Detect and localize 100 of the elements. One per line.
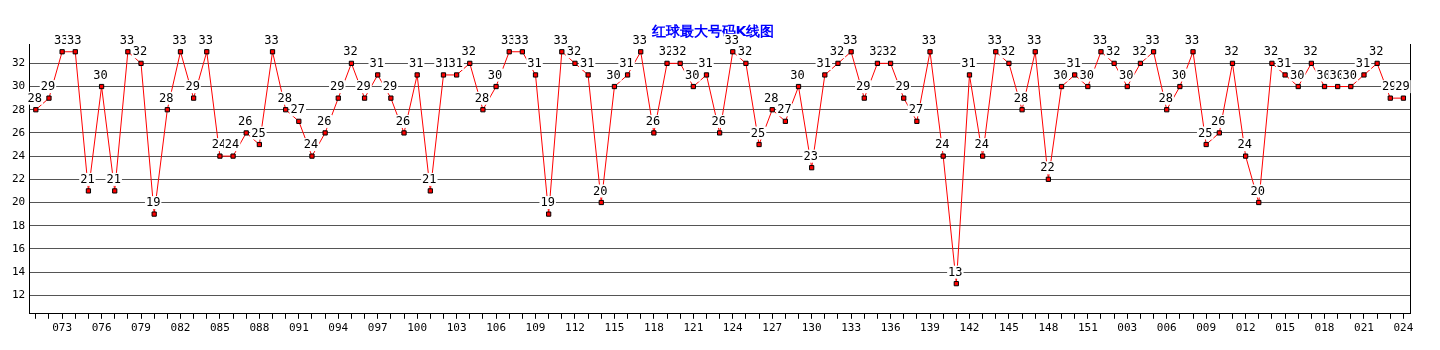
data-label: 30	[685, 67, 700, 82]
x-tick-label: 121	[683, 321, 704, 335]
x-tick-label: 076	[91, 321, 112, 335]
x-tick-label: 009	[1196, 321, 1217, 335]
data-label: 32	[1105, 44, 1121, 59]
data-label: 26	[316, 114, 332, 129]
data-label: 31	[698, 56, 713, 71]
y-tick-label: 28	[12, 102, 26, 116]
x-tick-label: 091	[288, 321, 309, 335]
data-label: 20	[1250, 183, 1265, 198]
data-label: 29	[1395, 79, 1410, 94]
data-label: 22	[1040, 160, 1055, 175]
data-label: 33	[119, 32, 135, 47]
data-label: 33	[198, 32, 213, 47]
x-tick-label: 082	[170, 321, 191, 335]
data-label: 33	[501, 32, 516, 47]
x-tick-label: 136	[880, 321, 901, 335]
data-label: 31	[435, 56, 450, 71]
data-label: 32	[829, 44, 845, 59]
data-label: 29	[856, 79, 871, 94]
data-label: 31	[619, 56, 634, 71]
data-label: 31	[1276, 56, 1292, 71]
data-label: 30	[1290, 67, 1305, 82]
data-label: 32	[132, 44, 148, 59]
data-label: 31	[527, 56, 542, 71]
data-label: 31	[1355, 56, 1371, 71]
data-label: 33	[921, 32, 937, 47]
data-label: 32	[1368, 44, 1384, 59]
data-label: 32	[461, 44, 476, 59]
y-tick-label: 32	[12, 56, 26, 70]
data-label: 26	[711, 114, 726, 129]
data-label: 26	[237, 114, 253, 129]
y-tick-label: 24	[12, 148, 26, 162]
x-tick-label: 094	[328, 321, 349, 335]
x-tick-label: 079	[131, 321, 151, 335]
x-tick-label: 130	[801, 321, 822, 335]
y-tick-label: 22	[12, 172, 26, 186]
data-label: 30	[1342, 67, 1358, 82]
x-tick-label: 124	[722, 321, 744, 335]
data-label: 31	[961, 56, 976, 71]
x-tick-label: 133	[841, 321, 862, 335]
data-label: 28	[474, 90, 490, 105]
x-tick-label: 100	[407, 321, 428, 335]
x-tick-label: 073	[52, 321, 73, 335]
x-tick-label: 021	[1354, 321, 1374, 335]
data-label: 32	[1000, 44, 1016, 59]
data-label: 30	[606, 67, 621, 82]
data-label: 24	[934, 137, 950, 152]
data-label: 19	[145, 195, 161, 210]
y-tick-label: 18	[12, 218, 26, 232]
data-label: 28	[764, 90, 779, 105]
data-label: 23	[803, 148, 818, 163]
data-label: 30	[1079, 67, 1095, 82]
y-tick-label: 26	[12, 125, 26, 139]
data-label: 32	[566, 44, 582, 59]
data-label: 29	[895, 79, 910, 94]
y-tick-label: 12	[12, 288, 26, 302]
data-label: 33	[514, 32, 529, 47]
data-label: 29	[40, 79, 56, 94]
data-label: 25	[750, 125, 766, 140]
data-label: 28	[277, 90, 292, 105]
data-label: 27	[908, 102, 924, 117]
data-label: 31	[816, 56, 832, 71]
data-label: 32	[882, 44, 897, 59]
data-label: 31	[408, 56, 424, 71]
data-label: 33	[1145, 32, 1160, 47]
x-tick-label: 109	[525, 321, 546, 335]
x-tick-label: 127	[762, 321, 783, 335]
x-tick-label: 024	[1393, 321, 1414, 335]
data-label: 32	[343, 44, 358, 59]
data-label: 30	[790, 67, 805, 82]
x-tick-label: 012	[1235, 321, 1256, 335]
data-label: 31	[579, 56, 595, 71]
data-label: 31	[448, 56, 463, 71]
data-label: 33	[1092, 32, 1108, 47]
data-label: 26	[645, 114, 661, 129]
data-label: 28	[1158, 90, 1173, 105]
data-label: 31	[369, 56, 384, 71]
x-tick-label: 142	[959, 321, 980, 335]
data-label: 29	[382, 79, 398, 94]
data-label: 29	[356, 79, 371, 94]
x-tick-label: 118	[643, 321, 664, 335]
data-label: 28	[27, 90, 43, 105]
x-tick-label: 015	[1275, 321, 1296, 335]
data-label: 33	[842, 32, 858, 47]
y-tick-label: 30	[12, 79, 26, 93]
x-tick-label: 103	[446, 321, 467, 335]
data-label: 30	[1171, 67, 1187, 82]
y-tick-label: 20	[12, 195, 26, 209]
x-tick-label: 006	[1156, 321, 1177, 335]
x-tick-label: 145	[998, 321, 1019, 335]
data-label: 33	[632, 32, 647, 47]
x-tick-label: 112	[565, 321, 585, 335]
data-label: 24	[974, 137, 989, 152]
data-label: 29	[185, 79, 200, 94]
data-label: 21	[422, 172, 437, 187]
data-label: 26	[1211, 114, 1226, 129]
data-label: 32	[1224, 44, 1239, 59]
data-label: 31	[1066, 56, 1081, 71]
data-label: 28	[159, 90, 174, 105]
